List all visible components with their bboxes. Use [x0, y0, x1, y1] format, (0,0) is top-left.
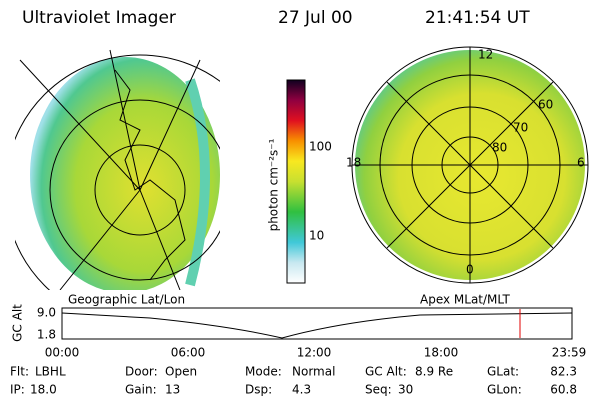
date: 27 Jul 00: [278, 8, 353, 28]
mlt-label: 18: [346, 156, 361, 170]
y-tick-label: 1.8: [37, 328, 56, 342]
field-label: GC Alt:: [365, 365, 407, 379]
title: Ultraviolet Imager: [22, 8, 176, 28]
time: 21:41:54 UT: [425, 8, 530, 28]
right-label: Apex MLat/MLT: [420, 293, 510, 307]
field-label: Door:: [125, 365, 158, 379]
x-tick-label: 06:00: [171, 346, 206, 360]
coastline: [114, 69, 186, 281]
lat-circle: [94, 144, 186, 236]
right-image: 12 18 6 0 60 70 80: [346, 46, 589, 284]
emission-limb: [185, 78, 210, 287]
altitude-line: [61, 312, 573, 339]
lat-circle: [49, 99, 220, 281]
colorbar-tick: 100: [309, 140, 332, 154]
field-label: Seq:: [365, 383, 392, 397]
footer: Flt: LBHL Door: Open Mode: Normal GC Alt: 8.9 R…: [10, 365, 577, 397]
field-label: GLon:: [487, 383, 522, 397]
mlt-label: 0: [466, 263, 474, 277]
altitude-plot: GC Alt 9.0 1.8 00:00 06:00 12:00 18:00 2…: [11, 304, 587, 360]
field-value: 8.9 Re: [415, 365, 453, 379]
x-tick-label: 00:00: [45, 346, 80, 360]
field-label: Dsp:: [245, 383, 272, 397]
field-value: 13: [165, 383, 180, 397]
field-value: 60.8: [550, 383, 577, 397]
field-value: 30: [398, 383, 413, 397]
field-label: Mode:: [245, 365, 282, 379]
field-value: Open: [165, 365, 197, 379]
left-label: Geographic Lat/Lon: [68, 293, 185, 307]
colorbar-label: photon cm⁻²s⁻¹: [267, 138, 281, 231]
mlt-lines: [352, 47, 588, 283]
mlt-label: 12: [478, 48, 493, 62]
field-label: GLat:: [487, 365, 519, 379]
colorbar-scale: [286, 79, 306, 284]
lat-label: 60: [538, 98, 553, 112]
lat-label: 70: [513, 121, 528, 135]
x-tick-label: 23:59: [552, 346, 587, 360]
colorbar: 100 10 photon cm⁻²s⁻¹: [267, 79, 332, 284]
field-value: LBHL: [35, 365, 66, 379]
mlt-label: 6: [577, 156, 585, 170]
field-value: Normal: [292, 365, 335, 379]
y-tick-label: 9.0: [37, 306, 56, 320]
lat-circle: [15, 54, 220, 290]
y-label: GC Alt: [11, 304, 25, 342]
colorbar-tick: 10: [309, 229, 324, 243]
header: Ultraviolet Imager 27 Jul 00 21:41:54 UT: [22, 8, 530, 28]
field-label: Flt:: [10, 365, 29, 379]
field-label: IP:: [10, 383, 25, 397]
field-value: 18.0: [30, 383, 57, 397]
plot-frame: [61, 307, 573, 340]
field-label: Gain:: [125, 383, 157, 397]
field-value: 82.3: [550, 365, 577, 379]
lat-label: 80: [492, 141, 507, 155]
meridians: [19, 49, 201, 290]
x-tick-label: 12:00: [297, 346, 332, 360]
x-tick-label: 18:00: [424, 346, 459, 360]
left-image: [15, 49, 220, 290]
field-value: 4.3: [292, 383, 311, 397]
